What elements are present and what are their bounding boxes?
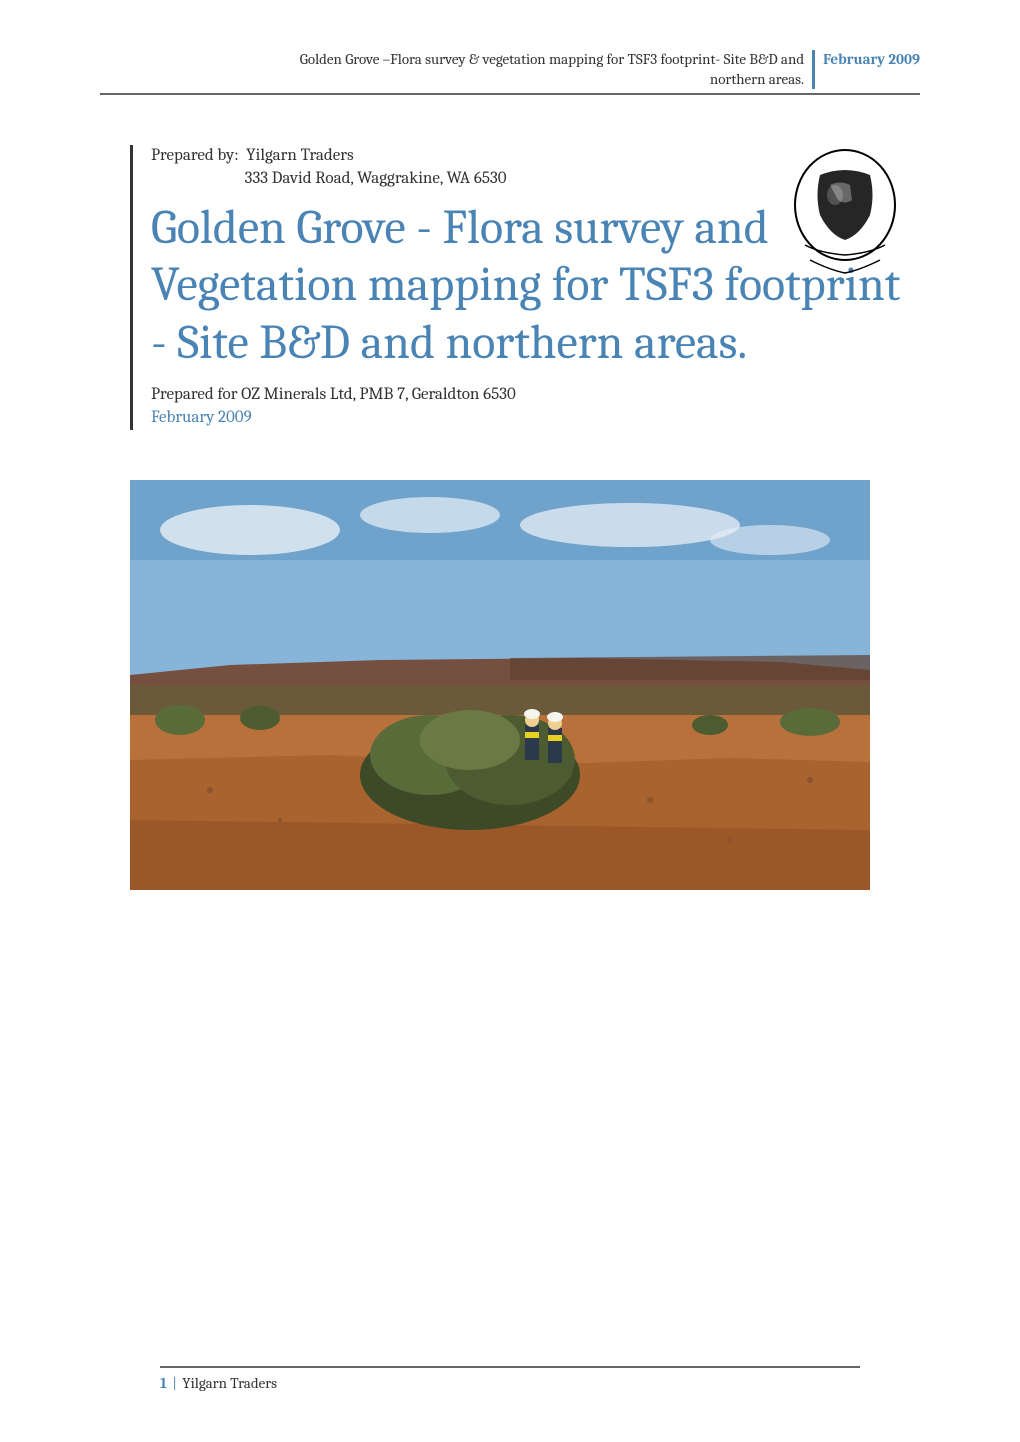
prepared-by-label: Prepared by: bbox=[151, 146, 239, 165]
footer-text: 1 | Yilgarn Traders bbox=[160, 1374, 860, 1392]
prepared-for-block: Prepared for OZ Minerals Ltd, PMB 7, Ger… bbox=[151, 384, 920, 430]
page-footer: 1 | Yilgarn Traders bbox=[160, 1366, 860, 1392]
prepared-for-text: Prepared for OZ Minerals Ltd, PMB 7, Ger… bbox=[151, 384, 920, 407]
header-title: Golden Grove –Flora survey & vegetation … bbox=[100, 50, 812, 89]
prepared-for-date: February 2009 bbox=[151, 407, 920, 430]
prepared-by-name: Yilgarn Traders bbox=[246, 146, 353, 165]
person-2 bbox=[547, 712, 563, 763]
page-header: Golden Grove –Flora survey & vegetation … bbox=[100, 50, 920, 95]
company-logo-icon bbox=[780, 145, 910, 285]
header-title-line2: northern areas. bbox=[710, 70, 804, 88]
header-date: February 2009 bbox=[812, 50, 920, 89]
logo-container bbox=[780, 145, 910, 285]
content-block: Prepared by: Yilgarn Traders 333 David R… bbox=[130, 145, 920, 430]
footer-page-number: 1 bbox=[160, 1374, 167, 1392]
cover-photo bbox=[130, 480, 870, 890]
document-page: Golden Grove –Flora survey & vegetation … bbox=[0, 0, 1020, 1442]
landscape-photo-icon bbox=[130, 480, 870, 890]
person-1 bbox=[524, 709, 540, 760]
prepared-by-address: 333 David Road, Waggrakine, WA 6530 bbox=[245, 169, 507, 188]
header-title-line1: Golden Grove –Flora survey & vegetation … bbox=[300, 50, 804, 68]
footer-divider-icon: | bbox=[172, 1374, 177, 1392]
footer-company: Yilgarn Traders bbox=[182, 1374, 277, 1392]
